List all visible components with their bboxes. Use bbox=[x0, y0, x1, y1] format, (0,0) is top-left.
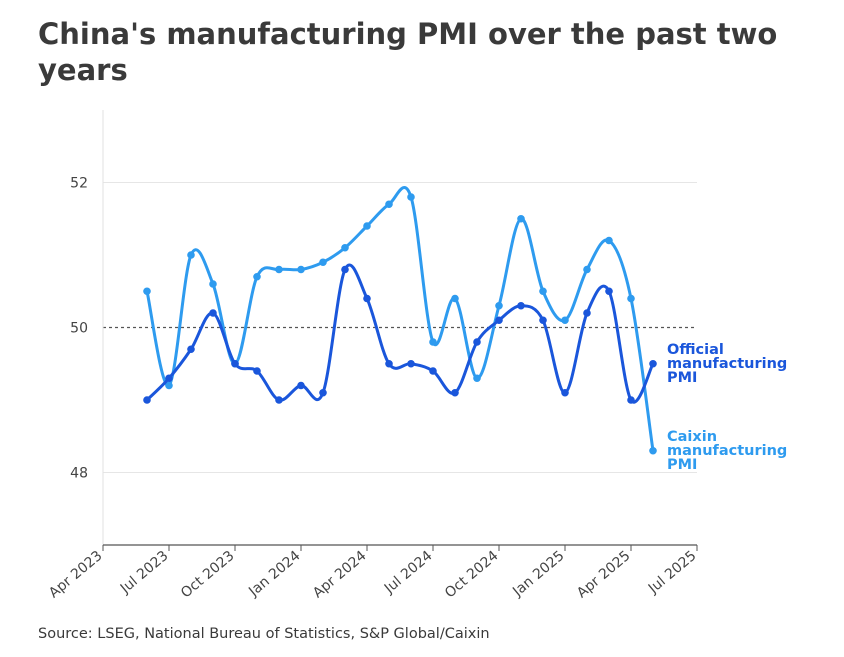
data-point-caixin bbox=[649, 446, 657, 455]
data-point-caixin bbox=[539, 287, 547, 296]
data-point-caixin bbox=[407, 193, 415, 201]
series-label-line: PMI bbox=[667, 457, 697, 473]
data-point-caixin bbox=[583, 265, 591, 274]
data-point-official bbox=[319, 388, 327, 397]
series-label-line: manufacturing bbox=[667, 443, 787, 459]
data-point-caixin bbox=[385, 200, 393, 209]
data-point-official bbox=[451, 388, 459, 397]
data-point-official bbox=[187, 345, 195, 354]
x-tick-label: Apr 2024 bbox=[310, 548, 370, 602]
data-point-caixin bbox=[253, 272, 261, 281]
data-point-official bbox=[539, 316, 547, 325]
data-point-caixin bbox=[187, 251, 195, 259]
chart-title: China's manufacturing PMI over the past … bbox=[38, 17, 778, 87]
data-point-official bbox=[385, 359, 393, 368]
data-point-caixin bbox=[165, 381, 173, 390]
x-tick-label: Jul 2024 bbox=[381, 548, 436, 598]
data-point-official bbox=[363, 294, 371, 303]
series-official bbox=[143, 263, 657, 404]
data-point-official bbox=[275, 396, 283, 404]
series-lines bbox=[143, 186, 657, 455]
data-point-official bbox=[407, 359, 415, 368]
data-point-caixin bbox=[319, 258, 327, 267]
series-labels: CaixinmanufacturingPMIOfficialmanufactur… bbox=[667, 342, 787, 473]
series-label-line: Caixin bbox=[667, 429, 717, 445]
data-point-caixin bbox=[451, 294, 459, 303]
data-point-official bbox=[429, 367, 437, 375]
axes bbox=[102, 110, 698, 551]
data-point-official bbox=[165, 374, 173, 383]
y-tick-label: 52 bbox=[70, 176, 88, 192]
data-point-caixin bbox=[209, 280, 217, 288]
x-tick-label: Apr 2025 bbox=[574, 548, 634, 602]
data-point-official bbox=[561, 388, 569, 397]
data-point-caixin bbox=[473, 374, 481, 383]
data-point-caixin bbox=[275, 265, 283, 274]
x-tick-label: Jul 2023 bbox=[117, 548, 172, 598]
data-point-official bbox=[517, 301, 525, 310]
data-point-official bbox=[209, 309, 217, 317]
data-point-caixin bbox=[495, 301, 503, 310]
series-line-official bbox=[145, 263, 655, 404]
data-point-caixin bbox=[517, 214, 525, 223]
x-tick-label: Oct 2024 bbox=[442, 548, 502, 602]
series-label-line: PMI bbox=[667, 370, 697, 386]
x-tick-label: Jan 2024 bbox=[245, 548, 303, 601]
data-point-official bbox=[341, 265, 349, 274]
data-point-caixin bbox=[363, 222, 371, 230]
data-point-caixin bbox=[627, 294, 635, 303]
x-tick-label: Jan 2025 bbox=[509, 548, 567, 601]
data-point-caixin bbox=[143, 287, 151, 296]
y-tick-labels: 48 50 52 bbox=[70, 176, 88, 482]
y-tick-label: 50 bbox=[70, 321, 88, 337]
x-tick-label: Oct 2023 bbox=[178, 548, 238, 602]
data-point-caixin bbox=[341, 243, 349, 252]
series-label-line: manufacturing bbox=[667, 356, 787, 372]
data-point-official bbox=[627, 396, 635, 404]
data-point-official bbox=[143, 396, 151, 404]
source-note: Source: LSEG, National Bureau of Statist… bbox=[38, 626, 490, 642]
data-point-caixin bbox=[561, 316, 569, 325]
data-point-official bbox=[649, 359, 657, 368]
data-point-official bbox=[253, 367, 261, 375]
data-point-official bbox=[495, 316, 503, 325]
data-point-official bbox=[583, 309, 591, 317]
y-tick-label: 48 bbox=[70, 466, 88, 482]
data-point-official bbox=[605, 287, 613, 296]
x-tick-label: Apr 2023 bbox=[46, 548, 106, 602]
data-point-caixin bbox=[429, 338, 437, 346]
data-point-official bbox=[473, 338, 481, 346]
data-point-official bbox=[297, 381, 305, 390]
data-point-official bbox=[231, 359, 239, 368]
data-point-caixin bbox=[297, 265, 305, 274]
x-tick-labels: Apr 2023 Jul 2023 Oct 2023 Jan 2024 Apr 2024… bbox=[46, 548, 700, 602]
series-line-caixin bbox=[145, 186, 655, 453]
series-label-line: Official bbox=[667, 342, 724, 358]
grid-lines bbox=[103, 182, 697, 473]
data-point-caixin bbox=[605, 236, 613, 245]
series-caixin bbox=[143, 186, 657, 455]
x-tick-label: Jul 2025 bbox=[645, 548, 700, 598]
